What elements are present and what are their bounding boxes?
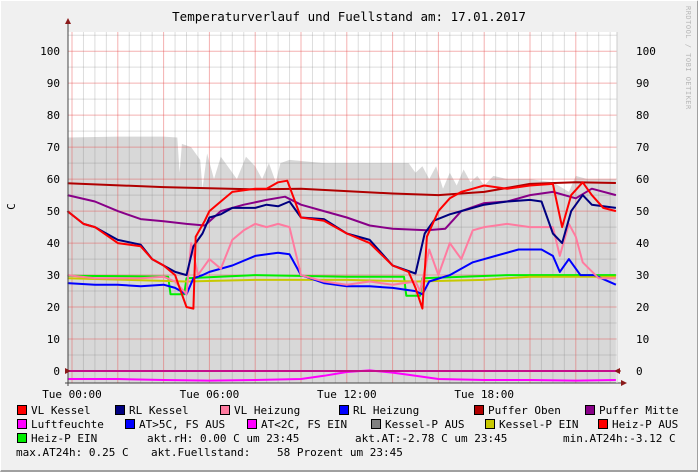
legend-swatch	[585, 405, 595, 415]
legend-label: VL Heizung	[234, 404, 301, 417]
y-tick-label-right: 30	[636, 269, 649, 282]
legend-item: AT<2C, FS EIN	[247, 419, 347, 431]
legend-label: Puffer Oben	[488, 404, 561, 417]
x-axis-arrow	[621, 380, 627, 386]
legend-swatch	[485, 419, 495, 429]
legend-swatch	[17, 405, 27, 415]
y-tick-label-left: 0	[53, 365, 60, 378]
legend-label: Kessel-P AUS	[385, 418, 465, 431]
legend-swatch	[598, 419, 608, 429]
legend-label: RL Kessel	[129, 404, 189, 417]
y-tick-label-left: 30	[47, 269, 60, 282]
legend-swatch	[339, 405, 349, 415]
max-at-readout: max.AT24h: 0.25 C	[16, 446, 129, 459]
legend-item: VL Heizung	[220, 405, 300, 417]
legend-item: Kessel-P EIN	[485, 419, 578, 431]
y-tick-label-right: 40	[636, 237, 649, 250]
y-tick-label-right: 70	[636, 141, 649, 154]
series-rl-heizung	[67, 248, 617, 296]
y-axis-arrow	[65, 18, 71, 24]
legend-item: RL Heizung	[339, 405, 419, 417]
legend-item: AT>5C, FS AUS	[125, 419, 225, 431]
legend-label: Luftfeuchte	[31, 418, 104, 431]
y-tick-label-right: 20	[636, 301, 649, 314]
x-tick-label: Tue 06:00	[180, 388, 240, 401]
akt-at-readout: akt.AT:-2.78 C um 23:45	[355, 432, 508, 445]
y-tick-label-left: 10	[47, 333, 60, 346]
legend-label: AT<2C, FS EIN	[261, 418, 348, 431]
y-tick-label-right: 80	[636, 109, 649, 122]
legend-swatch	[115, 405, 125, 415]
y-tick-label-right: 90	[636, 77, 649, 90]
y-tick-label-left: 20	[47, 301, 60, 314]
legend-label: Heiz-P AUS	[612, 418, 679, 431]
y-tick-label-right: 100	[636, 45, 656, 58]
watermark: RRDTOOL / TOBI OETIKER	[684, 6, 692, 110]
y-tick-label-right: 10	[636, 333, 649, 346]
legend-item: Luftfeuchte	[17, 419, 104, 431]
legend-label: Puffer Mitte	[599, 404, 679, 417]
fuellstand-label: akt.Fuellstand:	[151, 446, 251, 459]
legend-item: VL Kessel	[17, 405, 91, 417]
legend-item: RL Kessel	[115, 405, 189, 417]
y-tick-label-right: 50	[636, 205, 649, 218]
x-tick-label: Tue 12:00	[317, 388, 377, 401]
series-kessel-p-ein	[67, 275, 616, 283]
legend-item: Kessel-P AUS	[371, 419, 464, 431]
zero-marker-left	[65, 368, 71, 375]
legend-swatch	[371, 419, 381, 429]
series-vl-heizung	[67, 222, 616, 296]
fuellstand-value: 58 Prozent um 23:45	[277, 446, 403, 459]
legend-label: RL Heizung	[353, 404, 420, 417]
legend-item: Heiz-P AUS	[598, 419, 678, 431]
legend-label: AT>5C, FS AUS	[139, 418, 226, 431]
legend-item: Puffer Oben	[474, 405, 561, 417]
legend-swatch	[474, 405, 484, 415]
y-tick-label-left: 80	[47, 109, 60, 122]
legend-swatch	[17, 433, 27, 443]
x-tick-label: Tue 18:00	[454, 388, 514, 401]
y-axis-label: C	[4, 203, 18, 210]
chart-title: Temperaturverlauf und Fuellstand am: 17.…	[172, 9, 526, 24]
legend-label: Kessel-P EIN	[499, 418, 579, 431]
legend-item: Puffer Mitte	[585, 405, 678, 417]
series-puffer-mitte	[67, 187, 617, 232]
y-tick-label-left: 60	[47, 173, 60, 186]
legend-swatch	[17, 419, 27, 429]
y-tick-label-right: 0	[636, 365, 643, 378]
y-tick-label-left: 70	[47, 141, 60, 154]
y-tick-label-left: 90	[47, 77, 60, 90]
legend-label: Heiz-P EIN	[31, 432, 98, 445]
x-tick-label: Tue 00:00	[42, 388, 102, 401]
min-at-readout: min.AT24h:-3.12 C	[563, 432, 676, 445]
y-tick-label-left: 40	[47, 237, 60, 250]
series-vl-kessel	[66, 179, 617, 310]
akt-rh-readout: akt.rH: 0.00 C um 23:45	[147, 432, 300, 445]
legend-swatch	[220, 405, 230, 415]
legend-swatch	[247, 419, 257, 429]
y-tick-label-left: 50	[47, 205, 60, 218]
y-tick-label-left: 100	[40, 45, 60, 58]
area-fuellstand	[67, 136, 616, 383]
legend-label: VL Kessel	[31, 404, 91, 417]
y-tick-label-right: 60	[636, 173, 649, 186]
zero-marker-right	[614, 368, 620, 375]
legend-swatch	[125, 419, 135, 429]
legend-item: Heiz-P EIN	[17, 433, 97, 445]
